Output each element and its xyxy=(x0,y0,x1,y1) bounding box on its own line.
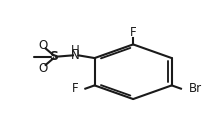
Text: N: N xyxy=(71,49,80,62)
Text: F: F xyxy=(130,26,136,39)
Text: O: O xyxy=(39,62,48,75)
Text: F: F xyxy=(72,82,79,95)
Text: O: O xyxy=(39,39,48,52)
Text: Br: Br xyxy=(189,82,202,95)
Text: H: H xyxy=(71,44,80,57)
Text: S: S xyxy=(49,50,58,63)
